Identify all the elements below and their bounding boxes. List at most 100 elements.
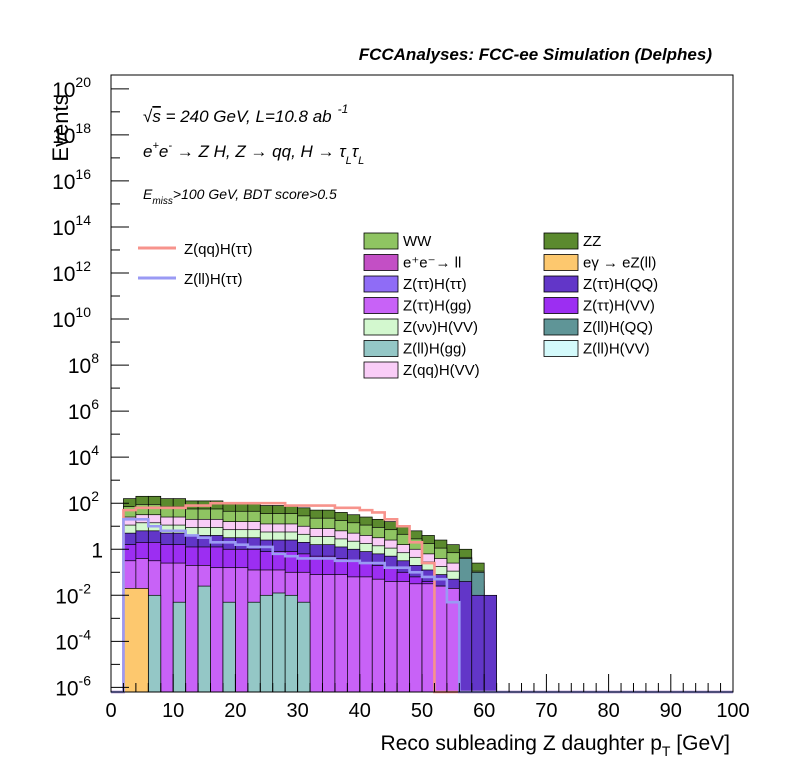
ztt-hgg-bar — [409, 583, 423, 693]
zll-hgg-bar — [297, 601, 311, 693]
x-tick-label: 50 — [411, 700, 433, 722]
legend-label: Z(qq)H(ττ) — [184, 241, 253, 258]
zll-hgg-bar — [247, 601, 261, 693]
ztt-hgg-bar — [160, 562, 174, 693]
ztt-hqq-tail-bar — [458, 576, 473, 693]
y-tick-label: 1014 — [52, 212, 91, 240]
process-e1-sup: + — [152, 140, 159, 152]
zll-hqq-bar — [471, 571, 485, 596]
x-tick-label: 20 — [224, 700, 246, 722]
tau2: τ — [352, 142, 360, 161]
x-axis-label-unit: [GeV] — [670, 732, 730, 755]
annotation-process: e+e- → Z H, Z → qq, H → τLτL — [143, 140, 364, 167]
series-lines — [111, 501, 733, 694]
legend-box-swatch — [543, 340, 579, 357]
y-tick-exponent: 12 — [75, 258, 91, 274]
x-axis-label: Reco subleading Z daughter pT [GeV] — [381, 732, 730, 759]
legend-box-swatch — [543, 297, 579, 314]
y-tick-label: 10-4 — [55, 626, 91, 654]
y-tick-exponent: -6 — [79, 672, 92, 688]
y-tick-exponent: 8 — [91, 350, 99, 366]
legend-box-swatch — [543, 232, 579, 250]
y-tick-label: 1016 — [52, 166, 91, 194]
legend-box-swatch — [363, 232, 399, 250]
legend-box-swatch — [363, 318, 399, 336]
process-e1: e — [143, 142, 152, 161]
legend-label: Z(ll)H(gg) — [403, 341, 466, 358]
legend-label: e⁺e⁻→ ll — [403, 255, 461, 272]
y-tick-exponent: -4 — [79, 626, 92, 642]
y-tick-label: 1012 — [52, 258, 91, 286]
zll-hgg-bar — [272, 592, 286, 693]
y-tick-base: 10 — [52, 79, 75, 102]
y-tick-label: 10-6 — [55, 672, 91, 700]
y-tick-base: 10 — [68, 401, 91, 424]
ztt-hgg-bar — [309, 574, 323, 693]
y-tick-label: 1010 — [52, 304, 91, 332]
layer-zll-hqq — [458, 558, 485, 596]
series-line-z-ll-h- — [111, 518, 733, 694]
y-tick-base: 10 — [52, 171, 75, 194]
y-tick-base: 10 — [52, 263, 75, 286]
y-tick-label: 10-2 — [55, 580, 91, 608]
legend-label: Z(νν)H(VV) — [403, 319, 478, 336]
energy-lumi-text: = 240 GeV, L=10.8 ab — [161, 107, 332, 126]
x-tick-label: 70 — [535, 700, 557, 722]
y-tick-exponent: 10 — [75, 304, 91, 320]
y-tick-label: 1 — [91, 539, 103, 562]
layer-eg-ezll — [123, 588, 149, 693]
y-tick-label: 106 — [68, 396, 99, 424]
zll-hgg-bar — [147, 594, 162, 693]
y-tick-base: 10 — [52, 309, 75, 332]
process-text: → Z H, Z → qq, H → τ — [172, 142, 347, 161]
selection-text: >100 GeV, BDT score>0.5 — [173, 186, 337, 202]
y-tick-exponent: 6 — [91, 396, 99, 412]
zll-hgg-bar — [197, 585, 211, 693]
zll-hqq-bar — [458, 558, 473, 582]
legend-label: eγ → eZ(ll) — [583, 255, 656, 272]
sqrt-symbol: √ — [143, 107, 153, 126]
y-tick-exponent: -2 — [79, 580, 92, 596]
legend-label: Z(ττ)H(VV) — [583, 298, 655, 315]
ztt-hgg-bar — [359, 576, 373, 693]
annotation-selection: Emiss>100 GeV, BDT score>0.5 — [143, 186, 337, 207]
legend-label: Z(ττ)H(gg) — [403, 298, 472, 315]
ztt-hgg-bar — [210, 567, 224, 693]
legend: Z(qq)H(ττ) Z(ll)H(ττ) WW e⁺e⁻→ ll Z(ττ)H(ττ)… — [138, 232, 658, 379]
chart-header-title: FCCAnalyses: FCC-ee Simulation (Delphes) — [359, 45, 713, 64]
zll-hgg-bar — [222, 601, 236, 693]
y-tick-exponent: 14 — [75, 212, 91, 228]
zll-hgg-bar — [172, 601, 186, 693]
y-tick-base: 10 — [68, 493, 91, 516]
y-axis: 102010181016101410121010108106104102110-… — [52, 74, 129, 700]
eg-ezll-bar — [123, 588, 149, 693]
legend-box-swatch — [363, 254, 399, 271]
y-tick-base: 10 — [55, 677, 78, 700]
y-tick-base: 10 — [52, 217, 75, 240]
y-tick-label: 1018 — [52, 120, 91, 148]
y-tick-base: 10 — [55, 631, 78, 654]
ztt-hgg-bar — [446, 588, 460, 693]
legend-box-swatch — [543, 275, 579, 293]
ztt-hgg-bar — [396, 581, 410, 693]
x-tick-label: 80 — [597, 700, 619, 722]
annotation-energy-lumi: √s = 240 GeV, L=10.8 ab -1 — [143, 102, 348, 126]
x-tick-label: 40 — [349, 700, 371, 722]
y-tick-exponent: 4 — [91, 442, 99, 458]
legend-label: Z(ττ)H(ττ) — [403, 276, 467, 293]
y-tick-exponent: 20 — [75, 74, 91, 90]
y-tick-label: 108 — [68, 350, 99, 378]
ztt-hqq-tail-bar — [471, 585, 485, 693]
legend-label: Z(ττ)H(QQ) — [583, 276, 658, 293]
process-e2-sup: - — [168, 140, 172, 152]
legend-box-swatch — [363, 297, 399, 314]
ztt-hgg-bar — [322, 574, 336, 693]
legend-label: Z(ll)H(QQ) — [583, 319, 653, 336]
ztt-hgg-bar — [185, 565, 199, 693]
x-tick-label: 60 — [473, 700, 495, 722]
process-e2: e — [159, 142, 168, 161]
y-tick-base: 10 — [52, 125, 75, 148]
y-tick-label: 1020 — [52, 74, 91, 102]
x-axis-label-main: Reco subleading Z daughter p — [381, 732, 662, 755]
legend-label: Z(ll)H(ττ) — [184, 271, 243, 288]
